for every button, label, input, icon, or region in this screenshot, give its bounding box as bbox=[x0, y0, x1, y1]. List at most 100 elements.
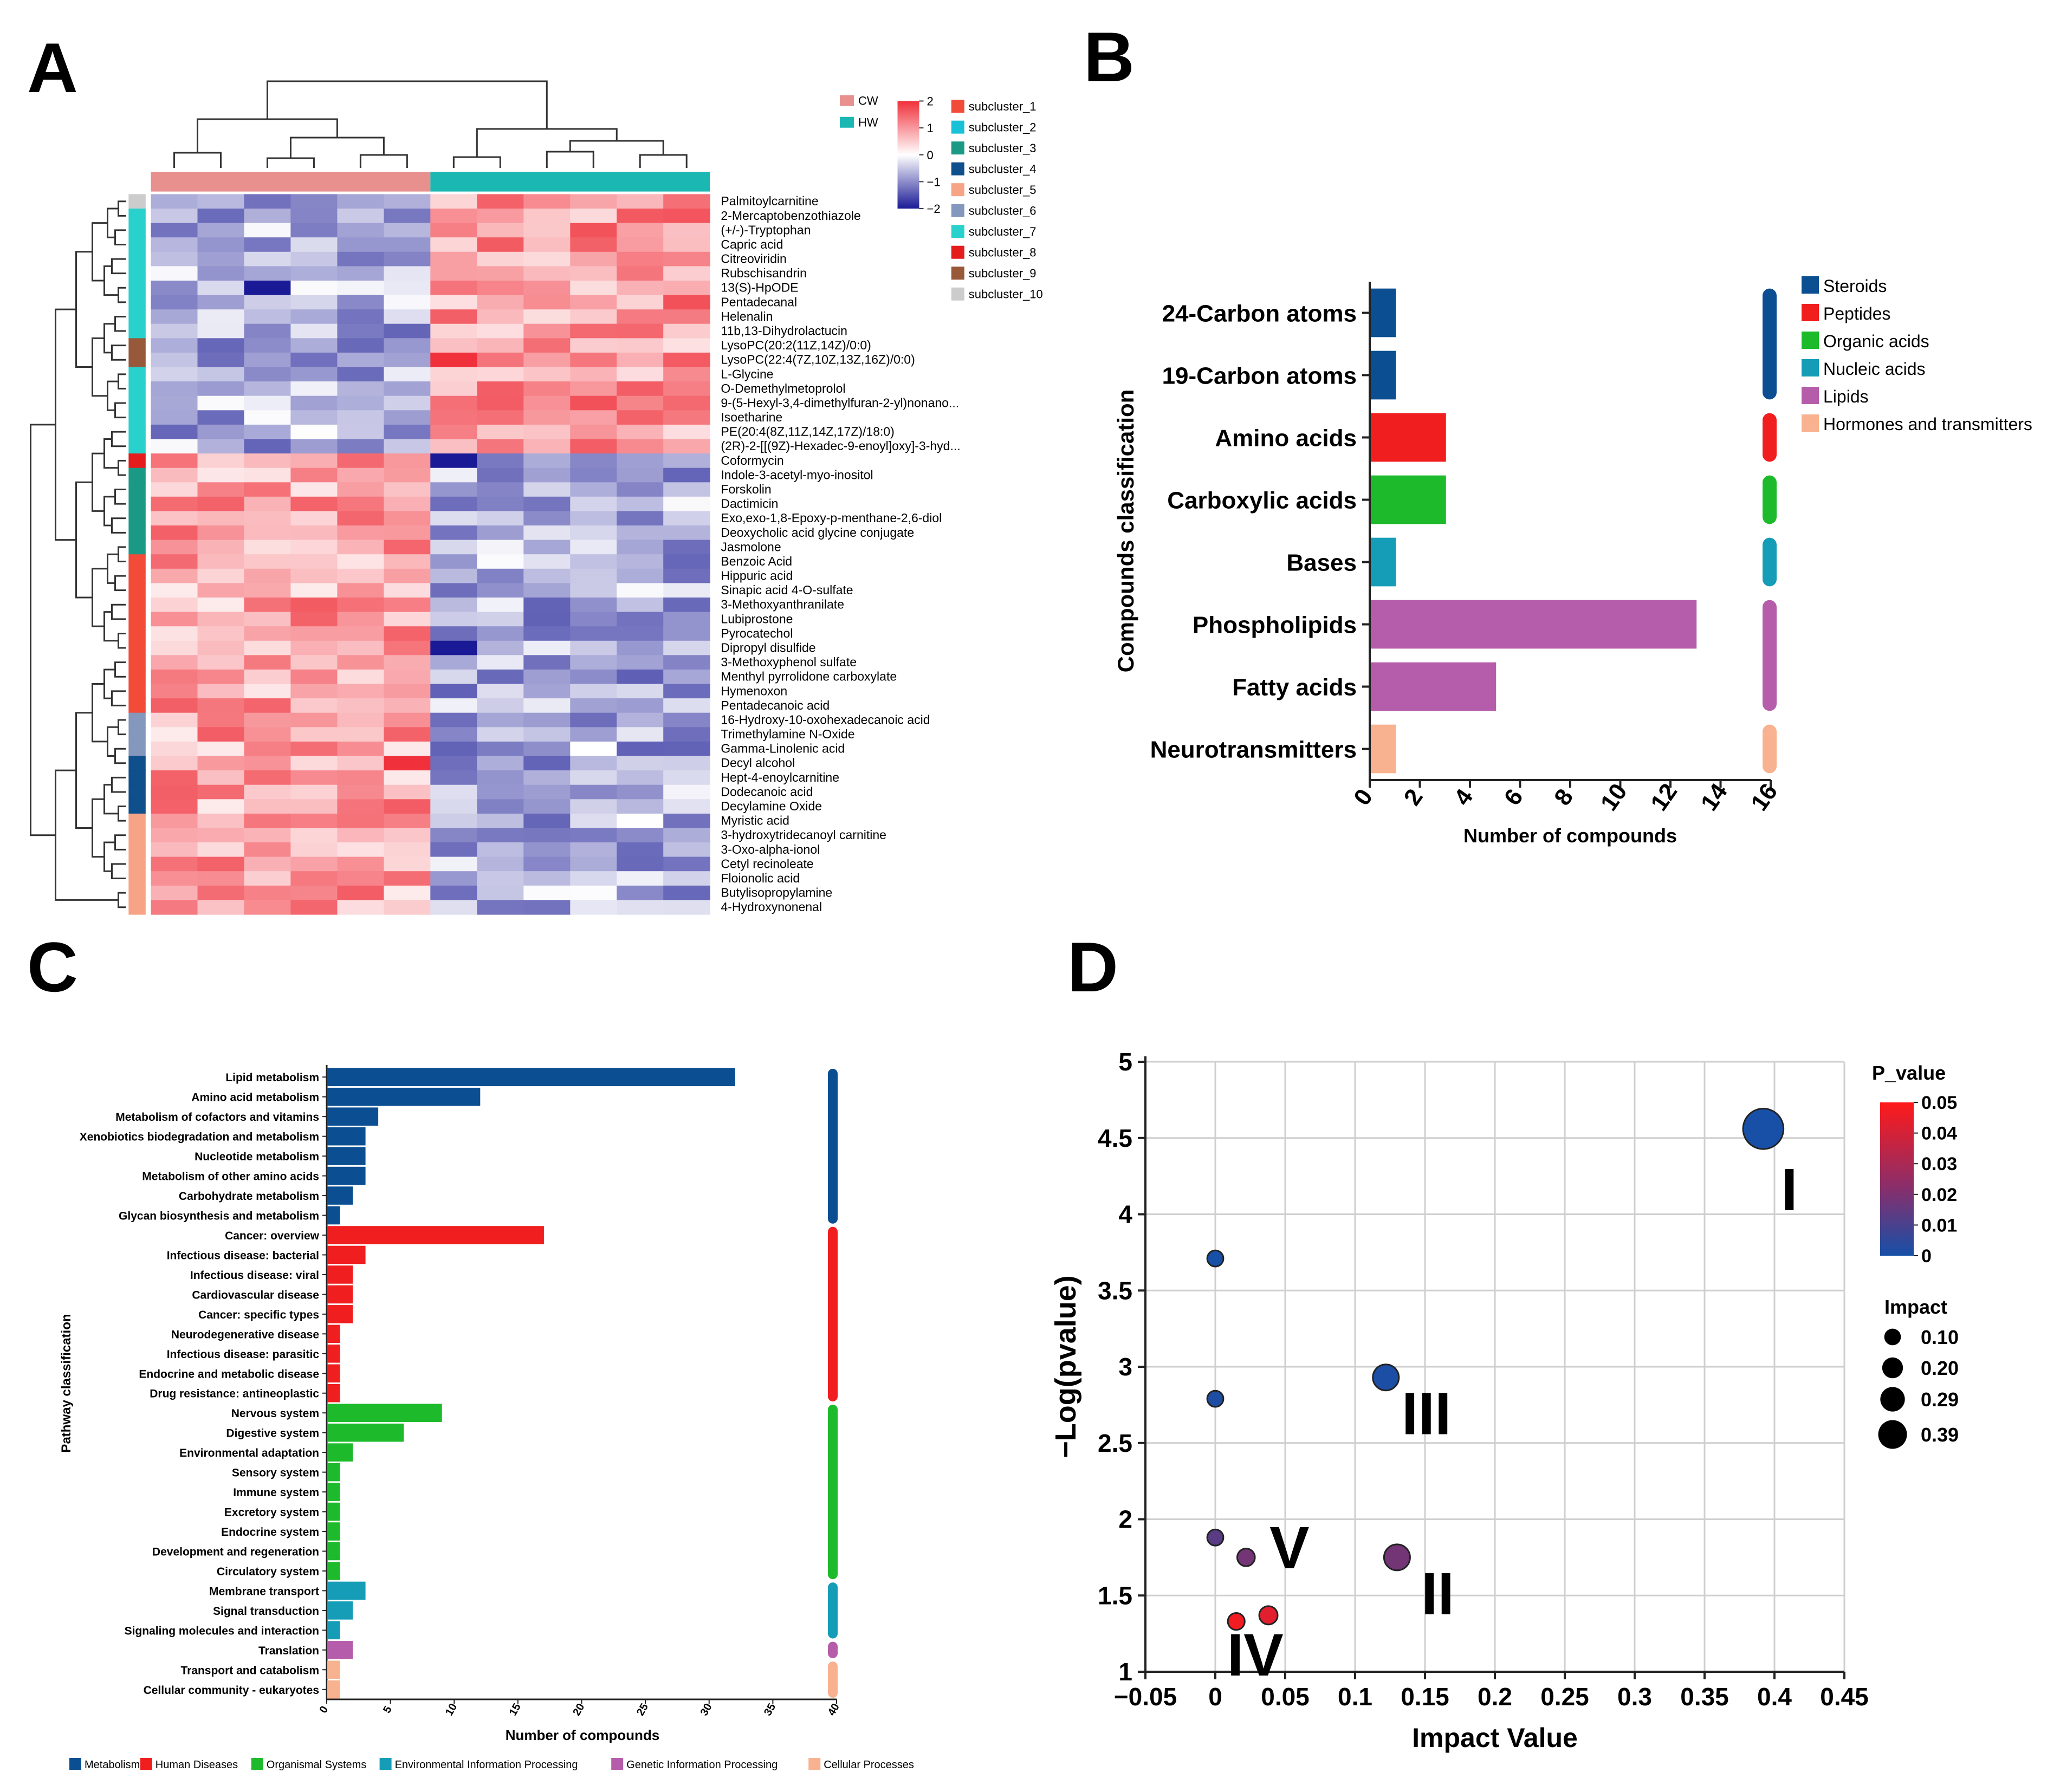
heatmap-cell bbox=[384, 309, 431, 324]
heatmap-cell bbox=[477, 727, 524, 742]
heatmap-cell bbox=[477, 496, 524, 511]
heatmap-cell bbox=[290, 367, 338, 382]
heatmap-cell bbox=[477, 712, 524, 728]
heatmap-cell bbox=[523, 712, 571, 728]
heatmap-cell bbox=[197, 712, 245, 728]
heatmap-cell bbox=[384, 583, 431, 598]
heatmap-cell bbox=[430, 684, 477, 699]
dendrogram-branch bbox=[266, 157, 315, 168]
bar bbox=[327, 1345, 340, 1363]
heatmap-cell bbox=[430, 424, 477, 440]
heatmap-cell bbox=[570, 842, 617, 858]
heatmap-cell bbox=[663, 640, 710, 655]
subcluster-legend-label: subcluster_5 bbox=[969, 183, 1037, 197]
heatmap-cell bbox=[570, 352, 617, 368]
heatmap-cell bbox=[384, 669, 431, 685]
heatmap-cell bbox=[523, 482, 571, 497]
heatmap-cell bbox=[290, 871, 338, 886]
heatmap-cell bbox=[244, 352, 291, 368]
subcluster-cell bbox=[128, 424, 146, 440]
panel-letter-a: A bbox=[27, 28, 78, 107]
group-bar bbox=[828, 1641, 838, 1659]
bar bbox=[327, 1206, 340, 1225]
dendrogram-branch bbox=[114, 575, 126, 592]
heatmap-cell bbox=[663, 756, 710, 771]
heatmap-cell bbox=[430, 828, 477, 843]
y-tick-label: 4.5 bbox=[1098, 1124, 1132, 1152]
heatmap-cell bbox=[663, 828, 710, 843]
heatmap-cell bbox=[151, 266, 198, 281]
heatmap-cell bbox=[477, 885, 524, 900]
dendrogram-branch bbox=[75, 251, 93, 368]
heatmap-cell bbox=[477, 367, 524, 382]
category-label: Xenobiotics biodegradation and metabolis… bbox=[80, 1131, 319, 1144]
heatmap-cell bbox=[337, 352, 384, 368]
heatmap-cell bbox=[430, 309, 477, 324]
heatmap-cell bbox=[570, 237, 617, 252]
heatmap-cell bbox=[477, 309, 524, 324]
metabolite-label: Helenalin bbox=[721, 309, 773, 323]
heatmap-cell bbox=[570, 741, 617, 757]
heatmap-cell bbox=[290, 468, 338, 483]
heatmap-cell bbox=[244, 381, 291, 397]
heatmap-cell bbox=[430, 352, 477, 368]
heatmap-cell bbox=[477, 799, 524, 814]
heatmap-cell bbox=[617, 323, 664, 339]
subcluster-cell bbox=[128, 756, 146, 771]
y-tick-label: 3.5 bbox=[1098, 1276, 1132, 1304]
heatmap-cell bbox=[244, 482, 291, 497]
bar bbox=[1371, 537, 1396, 587]
heatmap-cell bbox=[151, 568, 198, 583]
category-label: Development and regeneration bbox=[152, 1546, 319, 1558]
point-label: V bbox=[1269, 1515, 1309, 1581]
heatmap-cell bbox=[151, 511, 198, 526]
heatmap-cell bbox=[244, 194, 291, 209]
heatmap-cell bbox=[151, 439, 198, 454]
x-tick-label: 4 bbox=[1449, 784, 1478, 810]
heatmap-cell bbox=[290, 295, 338, 310]
heatmap-cell bbox=[663, 352, 710, 368]
subcluster-cell bbox=[128, 281, 146, 296]
subcluster-cell bbox=[128, 828, 146, 843]
metabolite-label: Capric acid bbox=[721, 237, 783, 251]
dendrogram-branch bbox=[91, 568, 108, 627]
heatmap-cell bbox=[384, 439, 431, 454]
group-bar bbox=[828, 1404, 838, 1580]
heatmap-cell bbox=[197, 813, 245, 829]
heatmap-cell bbox=[663, 568, 710, 583]
heatmap-cell bbox=[617, 251, 664, 267]
y-tick-label: 5 bbox=[1118, 1048, 1132, 1076]
category-label: Nervous system bbox=[231, 1407, 319, 1420]
heatmap-cell bbox=[523, 540, 571, 555]
x-axis-title: Number of compounds bbox=[1463, 824, 1677, 847]
category-label: Membrane transport bbox=[209, 1585, 319, 1598]
subcluster-cell bbox=[128, 583, 146, 598]
heatmap-cell bbox=[430, 381, 477, 397]
heatmap-cell bbox=[384, 295, 431, 310]
heatmap-cell bbox=[197, 741, 245, 757]
heatmap-cell bbox=[617, 712, 664, 728]
dendrogram-branch bbox=[266, 80, 548, 129]
group-bar bbox=[828, 1661, 838, 1698]
x-tick-label: 0.05 bbox=[1261, 1683, 1310, 1711]
heatmap-cell bbox=[663, 367, 710, 382]
dendrogram-branch bbox=[546, 151, 594, 168]
heatmap-cell bbox=[570, 727, 617, 742]
heatmap-cell bbox=[151, 885, 198, 900]
heatmap-cell bbox=[290, 640, 338, 655]
heatmap-cell bbox=[337, 598, 384, 613]
heatmap-cell bbox=[523, 756, 571, 771]
heatmap-cell bbox=[384, 856, 431, 872]
bar bbox=[327, 1166, 366, 1185]
heatmap-cell bbox=[523, 640, 571, 655]
heatmap-cell bbox=[197, 482, 245, 497]
heatmap-cell bbox=[430, 453, 477, 469]
heatmap-cell bbox=[151, 828, 198, 843]
heatmap-cell bbox=[244, 871, 291, 886]
dendrogram-branch bbox=[54, 769, 119, 901]
heatmap-cell bbox=[477, 395, 524, 411]
heatmap-cell bbox=[477, 698, 524, 713]
dendrogram-branch bbox=[111, 258, 126, 275]
subcluster-cell bbox=[128, 655, 146, 670]
dendrogram-branch bbox=[117, 459, 126, 476]
